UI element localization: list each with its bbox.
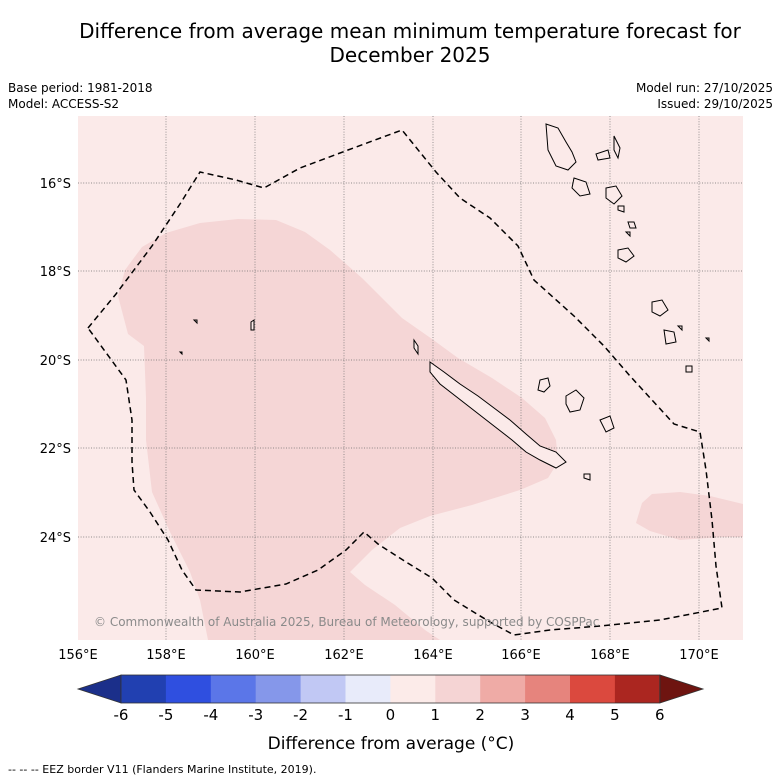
longitude-labels: 156°E 158°E 160°E 162°E 164°E 166°E 168°… (58, 648, 719, 663)
colorbar-cell (165, 675, 212, 703)
lon-label-164e: 164°E (413, 648, 453, 663)
colorbar-tick-label: -5 (158, 706, 173, 724)
colorbar-cell (570, 675, 616, 703)
island-pines (583, 473, 591, 481)
colorbar-cell (255, 675, 302, 703)
island-small-3 (624, 231, 631, 238)
colorbar-tick-label: 4 (565, 706, 575, 724)
island-ouvea (537, 377, 551, 393)
colorbar-cell (435, 675, 481, 703)
colorbar-tick-label: 5 (610, 706, 620, 724)
island-espiritu-santo (545, 123, 577, 171)
colorbar-cell (345, 675, 391, 703)
colorbar-cell (300, 675, 346, 703)
lon-label-170e: 170°E (679, 648, 719, 663)
gridlines (78, 116, 743, 640)
island-chesterfield-c (178, 351, 183, 356)
colorbar-title: Difference from average (°C) (268, 734, 515, 754)
latitude-labels: 16°S 18°S 20°S 22°S 24°S (40, 177, 71, 546)
colorbar-tick-label: -1 (338, 706, 353, 724)
island-maewo (613, 135, 621, 160)
lat-label-22s: 22°S (40, 442, 71, 457)
anomaly-region-east (636, 492, 743, 540)
island-small-2 (627, 221, 637, 229)
colorbar-cell (121, 675, 167, 703)
eez-legend: -- -- -- EEZ border V11 (Flanders Marine… (8, 763, 317, 776)
lon-label-156e: 156°E (58, 648, 98, 663)
island-pentecost (605, 185, 623, 205)
eez-border (87, 129, 723, 636)
colorbar-tick-label: -3 (248, 706, 263, 724)
issued-date: Issued: 29/10/2025 (657, 97, 773, 111)
lon-label-162e: 162°E (324, 648, 364, 663)
island-small-5 (676, 325, 683, 332)
colorbar-tick-label: -2 (293, 706, 308, 724)
colorbar-tick-label: 0 (386, 706, 396, 724)
colorbar-tick-label: 2 (475, 706, 485, 724)
island-small-4 (685, 365, 693, 373)
model-run: Model run: 27/10/2025 (635, 81, 773, 95)
colorbar-cell (480, 675, 526, 703)
colorbar-cell (210, 675, 257, 703)
colorbar-tick-label: 6 (655, 706, 665, 724)
lon-label-166e: 166°E (501, 648, 541, 663)
island-chesterfield-a (192, 319, 198, 325)
colorbar-tick-label: 3 (520, 706, 530, 724)
island-erromango (651, 299, 669, 317)
colorbar-cell (390, 675, 436, 703)
colorbar-under-arrow (76, 674, 122, 704)
island-ambae (595, 149, 611, 161)
colorbar: -6 -5 -4 -3 -2 -1 0 1 2 3 4 5 6 Difference from aver… (76, 674, 705, 754)
island-belep (413, 338, 419, 356)
island-small-1 (617, 205, 625, 213)
coastlines (178, 123, 710, 481)
map-title-line-1: Difference from average mean minimum tem… (79, 19, 741, 43)
base-period: Base period: 1981-2018 (8, 81, 153, 95)
lat-label-18s: 18°S (40, 265, 71, 280)
lon-label-168e: 168°E (590, 648, 630, 663)
colorbar-tick-label: -4 (203, 706, 218, 724)
lat-label-24s: 24°S (40, 531, 71, 546)
copyright-notice: © Commonwealth of Australia 2025, Bureau… (94, 615, 599, 629)
colorbar-over-arrow (659, 674, 705, 704)
colorbar-cell (614, 675, 661, 703)
lat-label-16s: 16°S (40, 177, 71, 192)
lon-label-160e: 160°E (235, 648, 275, 663)
island-malakula (571, 177, 591, 197)
colorbar-tick-label: 1 (431, 706, 441, 724)
lon-label-158e: 158°E (146, 648, 186, 663)
island-small-6 (704, 337, 710, 343)
map-title-line-2: December 2025 (329, 43, 491, 67)
island-lifou (565, 389, 585, 413)
lat-label-20s: 20°S (40, 354, 71, 369)
island-chesterfield-b (250, 319, 255, 331)
model-name: Model: ACCESS-S2 (8, 97, 120, 111)
colorbar-cell (525, 675, 571, 703)
anomaly-region-main (118, 219, 558, 640)
island-mare (599, 415, 615, 433)
island-efate (617, 247, 635, 263)
island-tanna (663, 329, 677, 345)
colorbar-tick-label: -6 (114, 706, 129, 724)
island-new-caledonia (429, 361, 567, 469)
